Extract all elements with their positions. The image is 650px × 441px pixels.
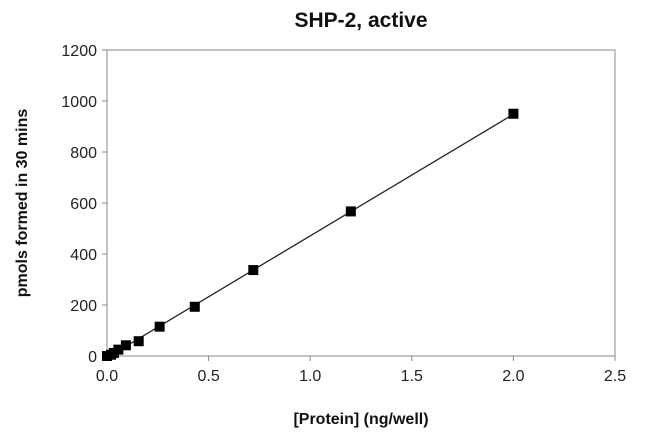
x-axis-label: [Protein] (ng/well) xyxy=(293,411,428,428)
y-tick-label: 1200 xyxy=(61,43,97,60)
y-tick-label: 0 xyxy=(88,349,97,366)
data-point xyxy=(508,108,519,119)
x-tick-label: 1.0 xyxy=(299,368,321,385)
data-point xyxy=(113,344,124,355)
y-tick-label: 800 xyxy=(70,145,97,162)
x-tick-label: 2.5 xyxy=(604,368,626,385)
data-point xyxy=(154,321,165,332)
data-point xyxy=(133,336,144,347)
data-point xyxy=(189,301,200,312)
x-tick-label: 1.5 xyxy=(401,368,423,385)
y-tick-label: 200 xyxy=(70,298,97,315)
data-point xyxy=(120,340,131,351)
data-point xyxy=(248,265,259,276)
trendline xyxy=(106,113,514,359)
x-tick-label: 0.0 xyxy=(96,368,118,385)
y-tick-label: 1000 xyxy=(61,94,97,111)
y-tick-label: 600 xyxy=(70,196,97,213)
chart-title: SHP-2, active xyxy=(294,9,427,32)
y-tick-label: 400 xyxy=(70,247,97,264)
y-axis-label: pmols formed in 30 mins xyxy=(14,109,31,298)
x-tick-label: 0.5 xyxy=(197,368,219,385)
data-point xyxy=(345,206,356,217)
plot-area xyxy=(106,49,616,357)
x-tick-label: 2.0 xyxy=(502,368,524,385)
